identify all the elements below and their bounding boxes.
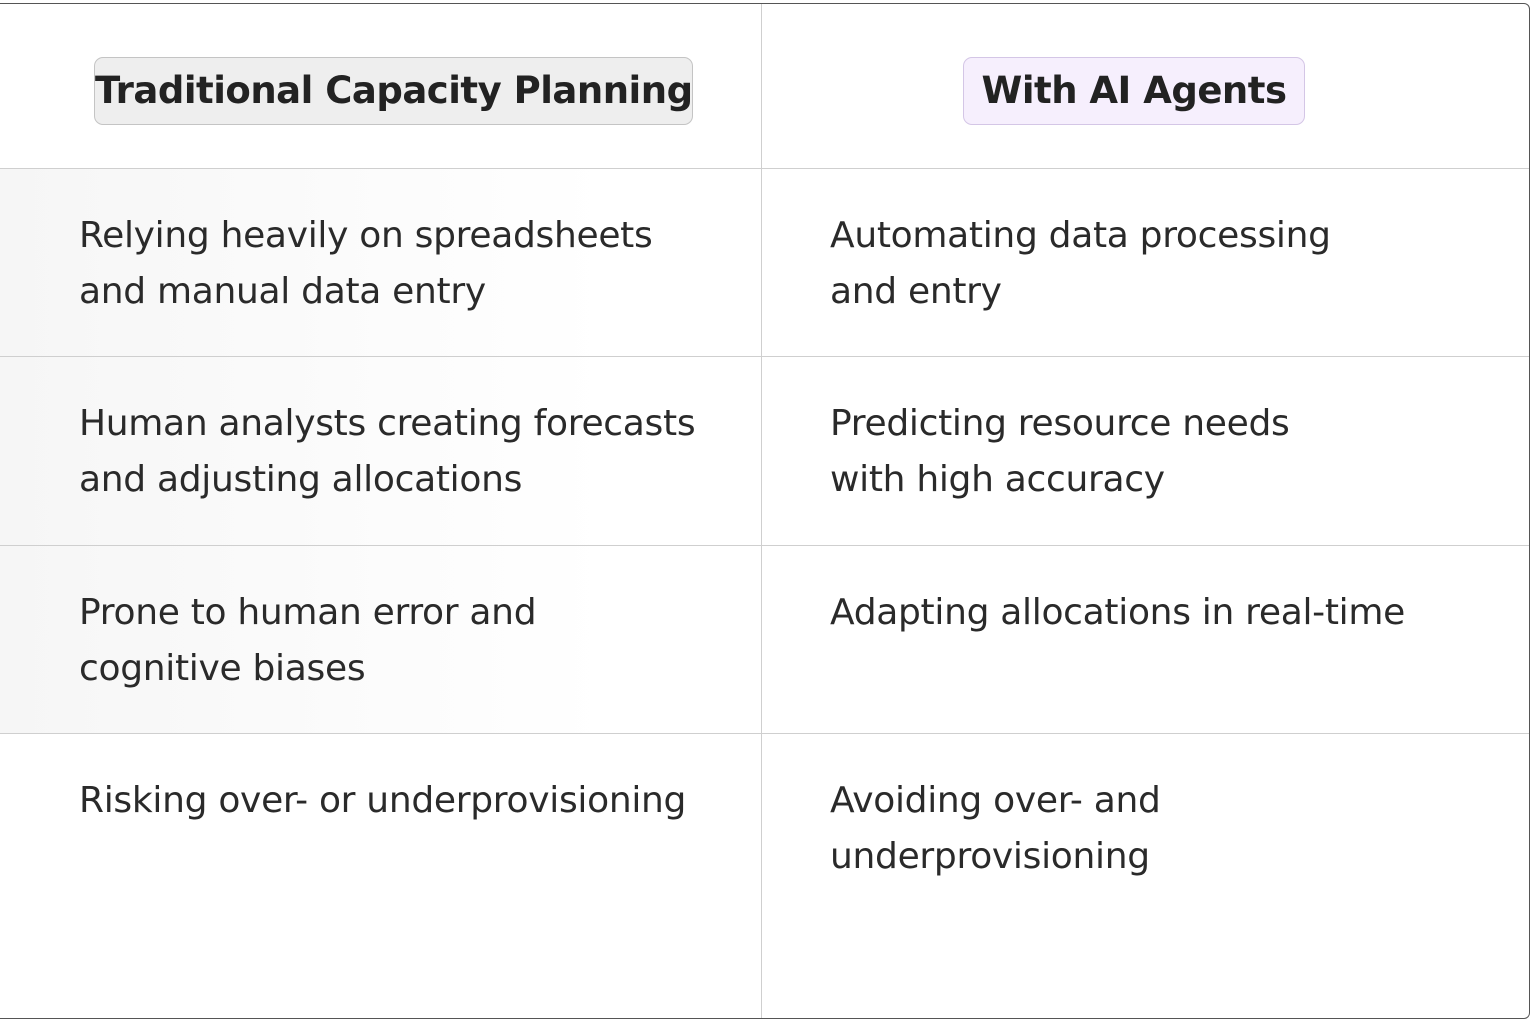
row-shade [0, 356, 759, 545]
row-divider [0, 356, 1529, 357]
table-cell: Relying heavily on spreadsheets and manua… [79, 208, 653, 320]
table-cell: Prone to human error and cognitive biases [79, 585, 537, 697]
cell-text: Avoiding over- and [830, 780, 1161, 821]
column-header: With AI Agents [963, 57, 1305, 125]
cell-text: and entry [830, 271, 1002, 312]
table-cell: Predicting resource needs with high accur… [830, 396, 1290, 508]
row-divider [0, 545, 1529, 546]
row-divider [0, 733, 1529, 734]
cell-text: with high accuracy [830, 459, 1165, 500]
cell-text: Adapting allocations in real-time [830, 592, 1405, 633]
row-shade [0, 545, 759, 733]
cell-text: Prone to human error and [79, 592, 537, 633]
column-header: Traditional Capacity Planning [94, 57, 693, 125]
cell-text: cognitive biases [79, 648, 366, 689]
cell-text: Relying heavily on spreadsheets [79, 215, 653, 256]
cell-text: Automating data processing [830, 215, 1331, 256]
cell-text: and manual data entry [79, 271, 486, 312]
column-divider [761, 4, 762, 1018]
cell-text: Predicting resource needs [830, 403, 1290, 444]
table-cell: Automating data processing and entry [830, 208, 1331, 320]
table-cell: Avoiding over- and underprovisioning [830, 773, 1161, 885]
comparison-table: Traditional Capacity Planning With AI Ag… [0, 3, 1530, 1019]
row-divider [0, 168, 1529, 169]
cell-text: Risking over- or underprovisioning [79, 780, 687, 821]
cell-text: Human analysts creating forecasts [79, 403, 696, 444]
cell-text: and adjusting allocations [79, 459, 523, 500]
table-cell: Human analysts creating forecasts and adj… [79, 396, 696, 508]
row-shade [0, 168, 759, 356]
table-cell: Risking over- or underprovisioning [79, 773, 686, 829]
cell-text: underprovisioning [830, 836, 1150, 877]
table-cell: Adapting allocations in real-time [830, 585, 1405, 641]
